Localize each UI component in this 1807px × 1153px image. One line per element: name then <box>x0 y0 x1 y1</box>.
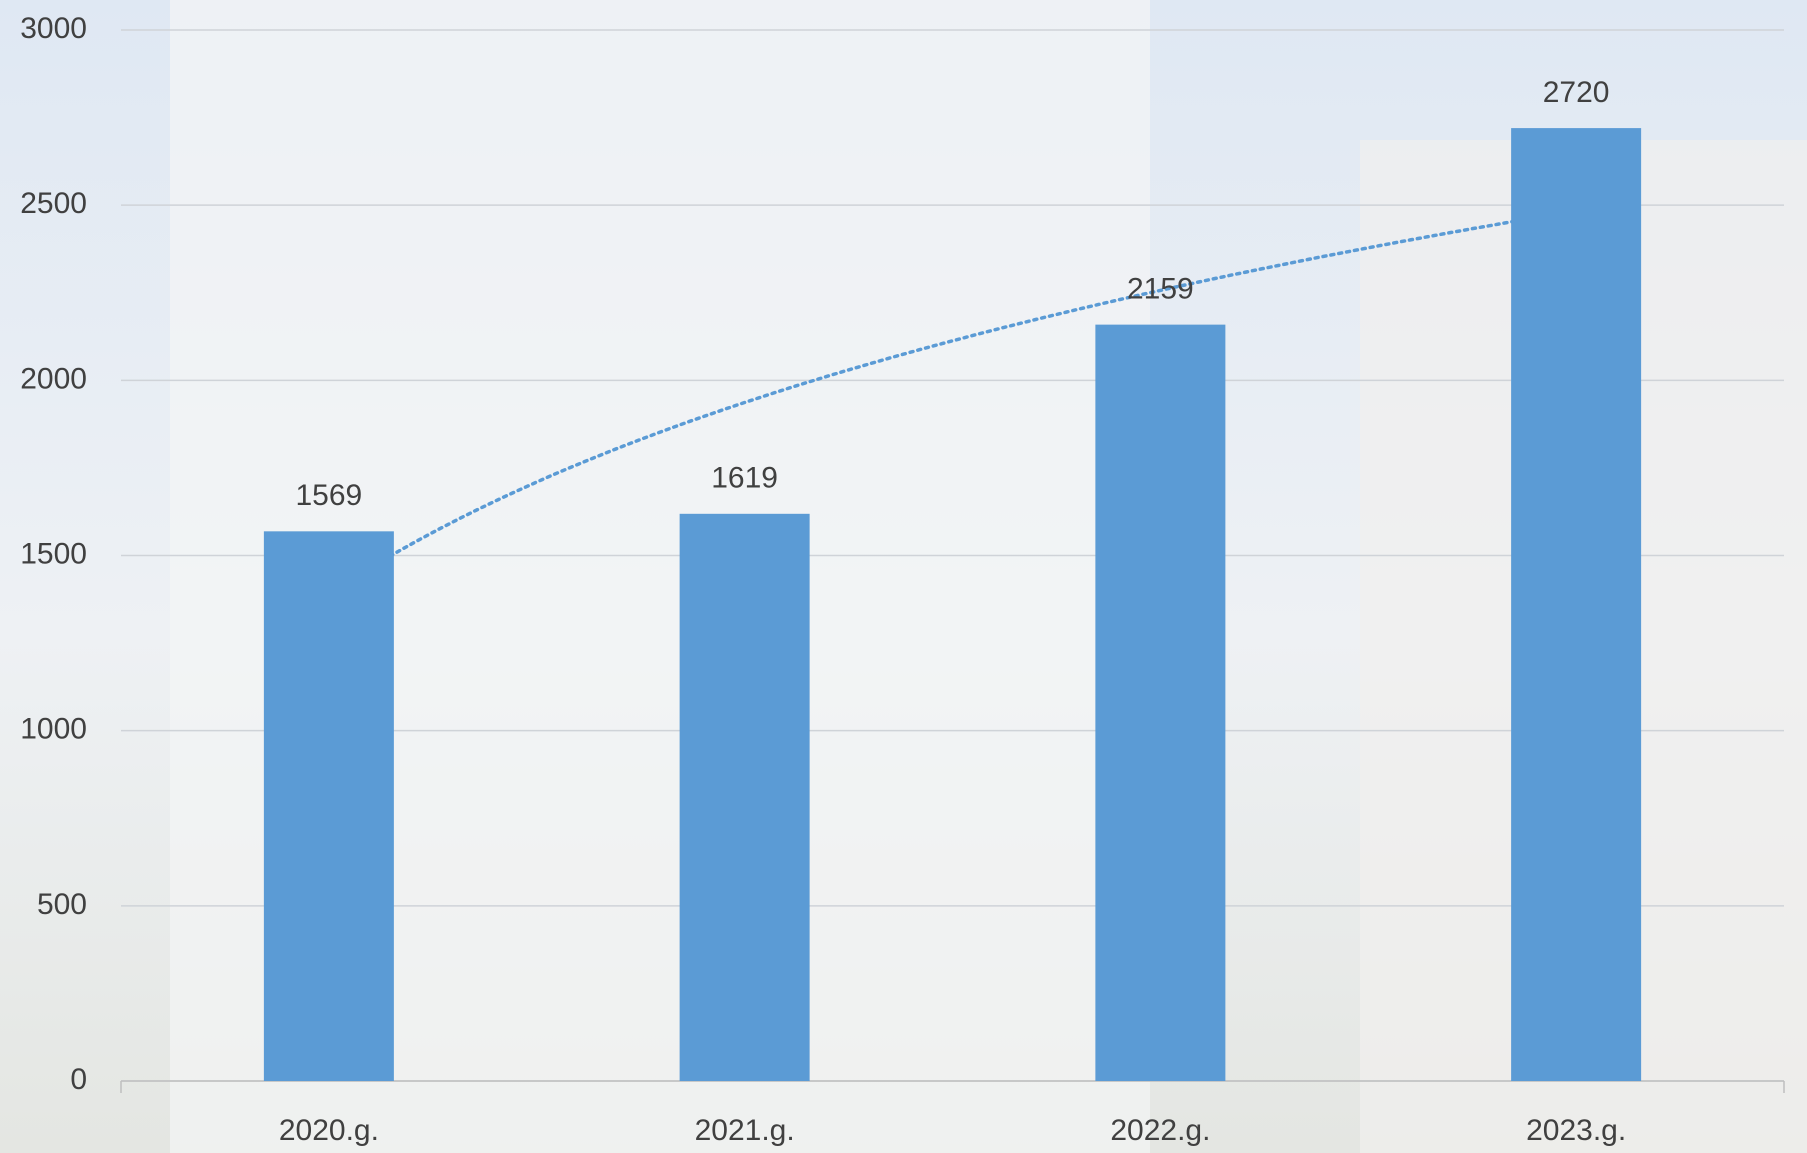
plot-area: 0 500 1000 1500 2000 2500 3000 2020.g. 1569 2021.… <box>20 12 1785 1147</box>
bar <box>1511 128 1642 1082</box>
data-label: 1619 <box>711 462 778 495</box>
y-tick-label: 0 <box>70 1063 87 1096</box>
data-label: 2159 <box>1127 273 1194 306</box>
bar <box>1095 324 1226 1081</box>
y-tick-label: 3000 <box>20 12 87 45</box>
data-label: 1569 <box>296 479 363 512</box>
y-tick-label: 1000 <box>20 713 87 746</box>
trendline <box>327 209 1578 596</box>
y-tick-label: 2000 <box>20 362 87 395</box>
y-tick-label: 1500 <box>20 537 87 570</box>
data-label: 2720 <box>1543 76 1610 109</box>
x-tick-label: 2023.g. <box>1526 1114 1626 1147</box>
y-tick-label: 2500 <box>20 187 87 220</box>
y-tick-label: 500 <box>37 888 87 921</box>
x-tick-label: 2020.g. <box>279 1114 379 1147</box>
x-tick-label: 2022.g. <box>1110 1114 1210 1147</box>
x-tick-label: 2021.g. <box>695 1114 795 1147</box>
bar <box>679 513 810 1081</box>
bar <box>263 531 394 1081</box>
